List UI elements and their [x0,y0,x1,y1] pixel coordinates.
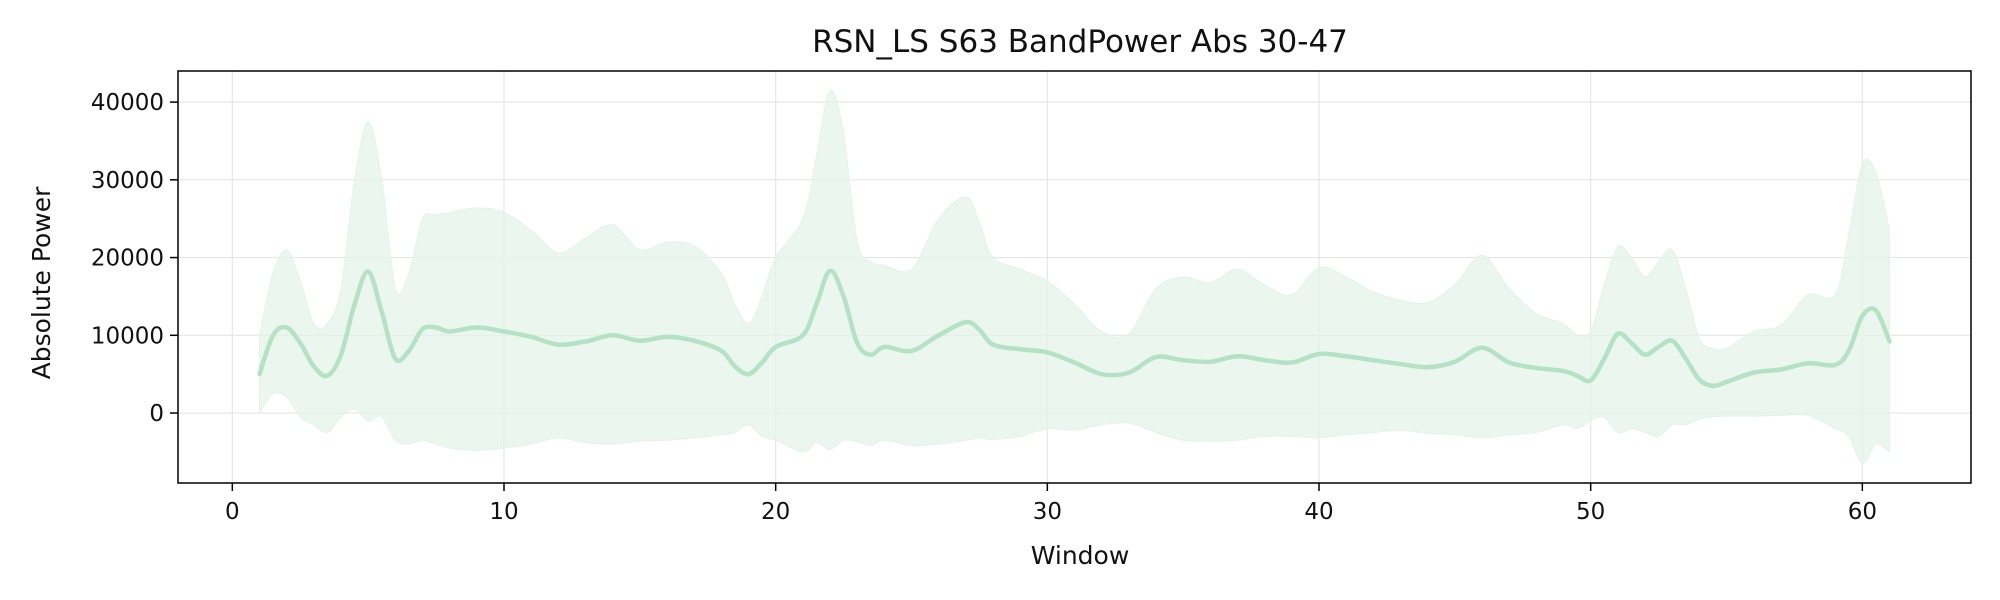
y-axis-ticks: 0 10000 20000 30000 40000 [91,90,178,427]
y-axis-label: Absolute Power [27,186,56,380]
x-tick-label: 0 [225,499,240,525]
y-tick-label: 10000 [91,323,164,349]
y-tick-label: 20000 [91,246,164,272]
y-tick-label: 30000 [91,168,164,194]
chart-title: RSN_LS S63 BandPower Abs 30-47 [812,24,1348,60]
x-tick-label: 30 [1033,499,1062,525]
y-tick-label: 40000 [91,90,164,116]
x-tick-label: 40 [1304,499,1333,525]
x-tick-label: 60 [1848,499,1877,525]
x-axis-ticks: 0 10 20 30 40 50 60 [225,483,1877,525]
std-band [259,89,1890,465]
x-tick-label: 10 [489,499,518,525]
x-tick-label: 20 [761,499,790,525]
y-tick-label: 0 [149,401,164,427]
mean-line [257,268,1892,389]
x-tick-label: 50 [1576,499,1605,525]
x-axis-label: Window [1031,541,1130,570]
plot-frame [177,70,1972,484]
